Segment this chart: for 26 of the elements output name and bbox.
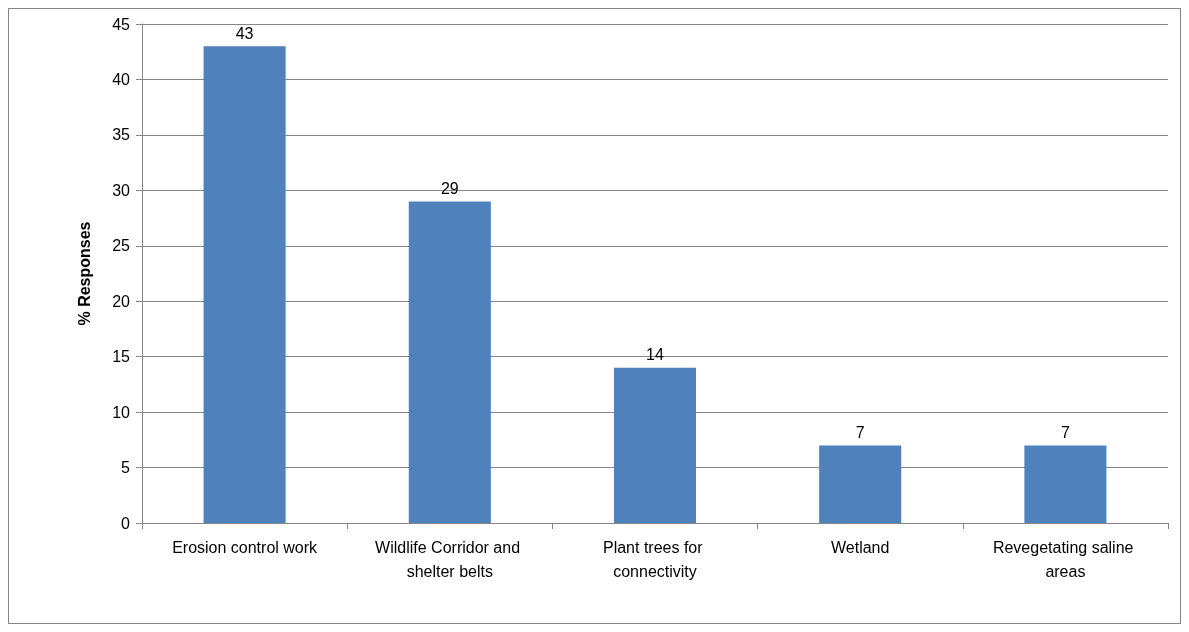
data-label: 7 bbox=[1060, 423, 1070, 441]
x-tick-label: Wildlife Corridor and shelter belts bbox=[375, 538, 525, 580]
data-label: 43 bbox=[235, 24, 254, 42]
y-tick-label: 0 bbox=[121, 514, 131, 532]
y-tick-label: 40 bbox=[112, 70, 131, 88]
y-tick-label: 10 bbox=[112, 403, 131, 421]
bar bbox=[819, 445, 902, 523]
x-tick-label: Plant trees for connectivity bbox=[602, 538, 708, 580]
x-tick-label: Erosion control work bbox=[172, 538, 319, 556]
data-label: 29 bbox=[440, 179, 459, 197]
data-label: 14 bbox=[646, 346, 664, 364]
y-tick-label: 35 bbox=[112, 126, 131, 144]
y-tick-label: 25 bbox=[112, 237, 131, 255]
y-tick-label: 45 bbox=[112, 15, 131, 33]
bar bbox=[203, 46, 286, 523]
y-tick-label: 5 bbox=[121, 459, 131, 477]
y-axis-title: % Responses bbox=[75, 221, 93, 326]
x-tick-label: Revegetating saline areas bbox=[992, 538, 1138, 580]
bar bbox=[1024, 445, 1107, 523]
data-label: 7 bbox=[855, 423, 865, 441]
y-tick-label: 20 bbox=[112, 292, 131, 310]
y-tick-label: 30 bbox=[112, 181, 131, 199]
y-tick-label: 15 bbox=[112, 348, 131, 366]
bar bbox=[408, 201, 491, 523]
bar bbox=[613, 367, 697, 523]
x-tick-label: Wetland bbox=[831, 538, 890, 556]
